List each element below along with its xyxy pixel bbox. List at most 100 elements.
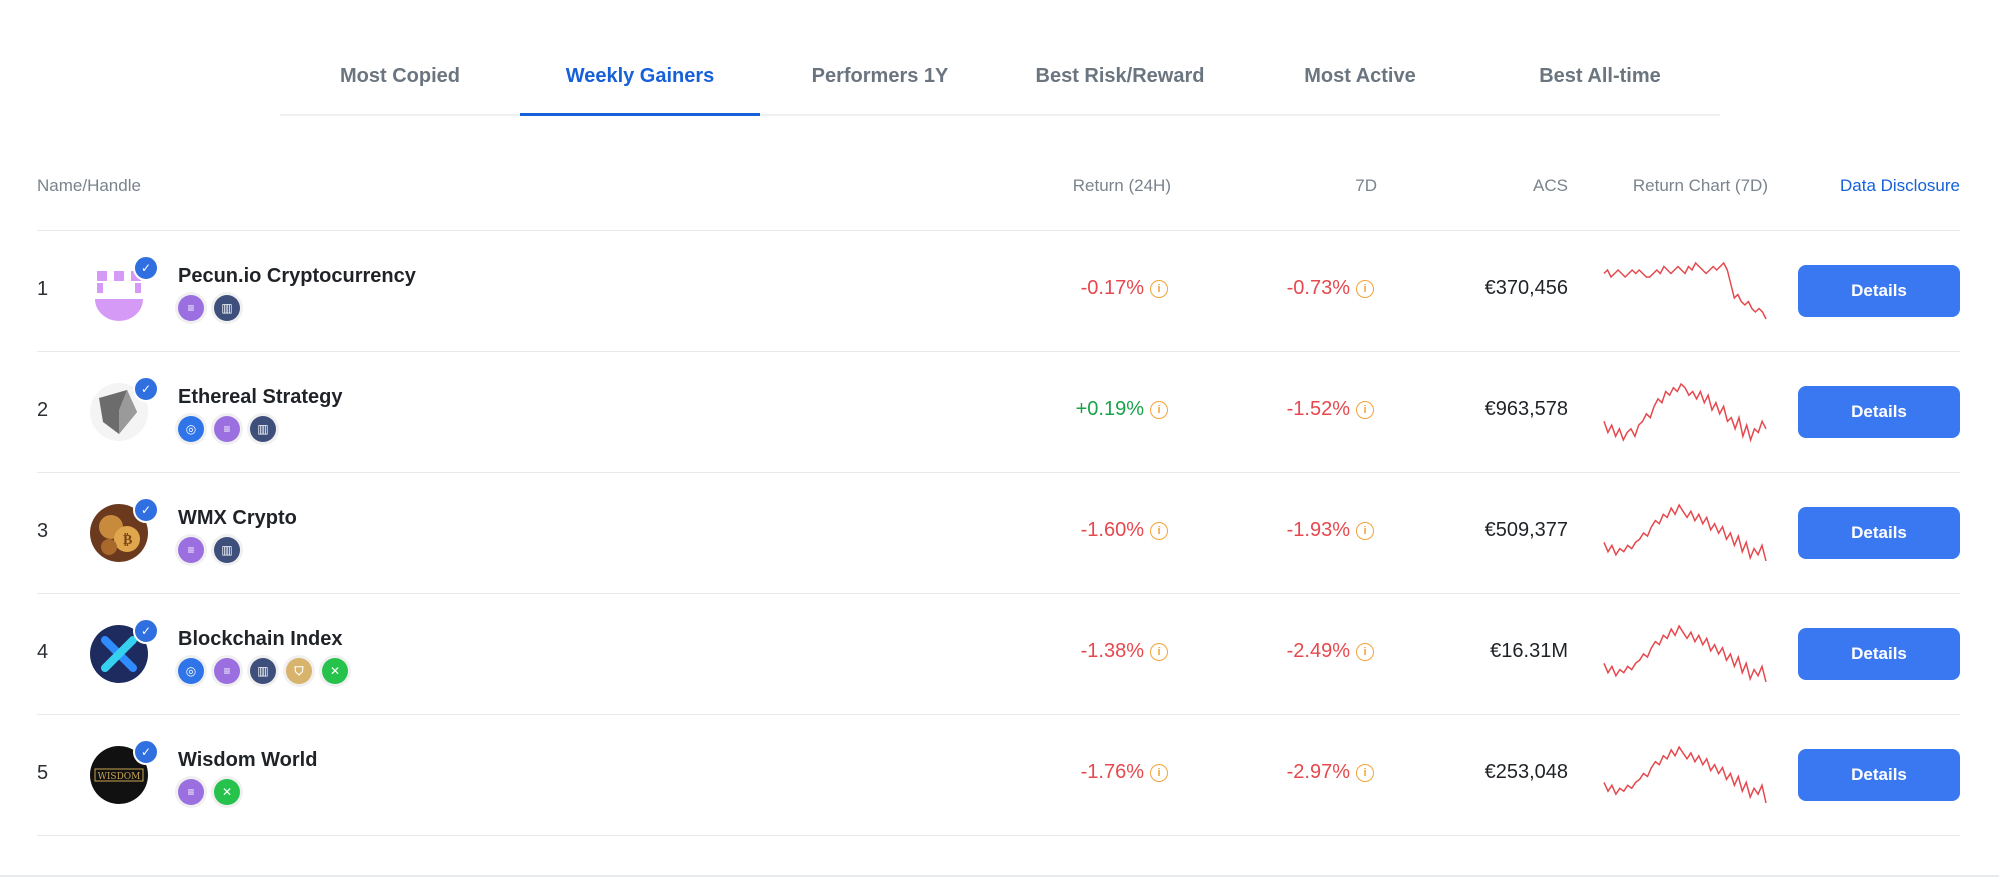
return-7d: -1.93% i: [1287, 519, 1374, 542]
return-7d: -1.52% i: [1287, 398, 1374, 421]
tab-most-copied[interactable]: Most Copied: [340, 65, 460, 87]
details-button[interactable]: Details: [1798, 628, 1960, 680]
trader-name[interactable]: WMX Crypto: [178, 507, 297, 529]
info-icon[interactable]: i: [1150, 764, 1168, 782]
sparkline-series: [1603, 382, 1767, 443]
rank: 1: [37, 278, 49, 300]
tab-weekly-gainers[interactable]: Weekly Gainers: [520, 38, 760, 116]
cross-badge-icon: ✕: [214, 779, 240, 805]
return-24h: +0.19% i: [1076, 398, 1168, 421]
details-button[interactable]: Details: [1798, 749, 1960, 801]
return-sparkline: [1603, 624, 1767, 683]
return-24h: -1.60% i: [1081, 519, 1168, 542]
info-icon[interactable]: i: [1356, 643, 1374, 661]
trader-name[interactable]: Ethereal Strategy: [178, 386, 343, 408]
header-return-24h[interactable]: Return (24H): [1072, 176, 1171, 195]
traders-table: Name/Handle Return (24H) 7D ACS Return C…: [37, 150, 1960, 836]
table-row[interactable]: 3 ₿ ✓ WMX Crypto ≡ ▥ -1.60% i -1.93% i €50…: [37, 473, 1960, 594]
return-7d: -0.73% i: [1287, 277, 1374, 300]
data-disclosure-link[interactable]: Data Disclosure: [1840, 176, 1960, 195]
verified-icon: ✓: [133, 497, 159, 523]
acs-value: €509,377: [1484, 519, 1568, 541]
page-divider: [0, 875, 1999, 877]
info-icon[interactable]: i: [1356, 280, 1374, 298]
search-badge-icon: ◎: [178, 416, 204, 442]
verified-icon: ✓: [133, 739, 159, 765]
document-badge-icon: ≡: [214, 416, 240, 442]
info-icon[interactable]: i: [1150, 522, 1168, 540]
document-badge-icon: ≡: [178, 295, 204, 321]
return-sparkline: [1603, 503, 1767, 562]
trader-name[interactable]: Blockchain Index: [178, 628, 343, 650]
rank: 3: [37, 520, 49, 542]
info-icon[interactable]: i: [1356, 522, 1374, 540]
info-icon[interactable]: i: [1150, 643, 1168, 661]
header-7d[interactable]: 7D: [1355, 176, 1377, 195]
document-badge-icon: ≡: [178, 537, 204, 563]
verified-icon: ✓: [133, 618, 159, 644]
sparkline-series: [1603, 503, 1767, 562]
rank: 4: [37, 641, 49, 663]
avatar: [89, 624, 149, 684]
badge-list: ≡ ▥: [178, 537, 240, 563]
acs-value: €370,456: [1484, 277, 1568, 299]
details-button[interactable]: Details: [1798, 386, 1960, 438]
rank: 2: [37, 399, 49, 421]
info-icon[interactable]: i: [1150, 280, 1168, 298]
acs-value: €963,578: [1484, 398, 1568, 420]
tab-most-active[interactable]: Most Active: [1304, 65, 1416, 87]
search-badge-icon: ◎: [178, 658, 204, 684]
return-7d: -2.49% i: [1287, 640, 1374, 663]
header-name: Name/Handle: [37, 176, 141, 195]
table-header: Name/Handle Return (24H) 7D ACS Return C…: [37, 150, 1960, 231]
trader-name[interactable]: Pecun.io Cryptocurrency: [178, 265, 416, 287]
verified-icon: ✓: [133, 376, 159, 402]
trader-name[interactable]: Wisdom World: [178, 749, 318, 771]
header-acs[interactable]: ACS: [1533, 176, 1568, 195]
return-24h: -1.76% i: [1081, 761, 1168, 784]
tab-best-risk-reward[interactable]: Best Risk/Reward: [1035, 65, 1205, 87]
table-row[interactable]: 5 WISDOM ✓ Wisdom World ≡ ✕ -1.76% i -2.9…: [37, 715, 1960, 836]
return-7d: -2.97% i: [1287, 761, 1374, 784]
badge-list: ◎ ≡ ▥ ⛉ ✕: [178, 658, 348, 684]
avatar: WISDOM: [89, 745, 149, 805]
table-row[interactable]: 2 ✓ Ethereal Strategy ◎ ≡ ▥ +0.19% i -1.5…: [37, 352, 1960, 473]
podium-badge-icon: ▥: [250, 416, 276, 442]
document-badge-icon: ≡: [214, 658, 240, 684]
podium-badge-icon: ▥: [250, 658, 276, 684]
shield-badge-icon: ⛉: [286, 658, 312, 684]
acs-value: €16.31M: [1490, 640, 1568, 662]
sparkline-series: [1603, 745, 1767, 804]
avatar: ₿: [89, 503, 149, 563]
return-sparkline: [1603, 745, 1767, 804]
acs-value: €253,048: [1484, 761, 1568, 783]
details-button[interactable]: Details: [1798, 265, 1960, 317]
tab-performers-1y[interactable]: Performers 1Y: [811, 65, 949, 87]
podium-badge-icon: ▥: [214, 295, 240, 321]
podium-badge-icon: ▥: [214, 537, 240, 563]
return-24h: -0.17% i: [1081, 277, 1168, 300]
table-row[interactable]: 1 ✓ Pecun.io Cryptocurrency ≡ ▥ -0.17% i …: [37, 231, 1960, 352]
sparkline-series: [1603, 261, 1767, 320]
tab-best-all-time[interactable]: Best All-time: [1539, 65, 1661, 87]
badge-list: ≡ ✕: [178, 779, 240, 805]
cross-badge-icon: ✕: [322, 658, 348, 684]
header-return-chart: Return Chart (7D): [1632, 176, 1768, 195]
info-icon[interactable]: i: [1356, 764, 1374, 782]
avatar: [89, 382, 149, 442]
details-button[interactable]: Details: [1798, 507, 1960, 559]
rank: 5: [37, 762, 49, 784]
document-badge-icon: ≡: [178, 779, 204, 805]
sparkline-series: [1603, 624, 1767, 683]
return-sparkline: [1603, 382, 1767, 443]
svg-text:WISDOM: WISDOM: [98, 772, 141, 782]
return-24h: -1.38% i: [1081, 640, 1168, 663]
info-icon[interactable]: i: [1356, 401, 1374, 419]
badge-list: ≡ ▥: [178, 295, 240, 321]
svg-text:₿: ₿: [123, 532, 132, 548]
verified-icon: ✓: [133, 255, 159, 281]
info-icon[interactable]: i: [1150, 401, 1168, 419]
table-row[interactable]: 4 ✓ Blockchain Index ◎ ≡ ▥ ⛉ ✕ -1.38% i -…: [37, 594, 1960, 715]
return-sparkline: [1603, 261, 1767, 320]
badge-list: ◎ ≡ ▥: [178, 416, 276, 442]
